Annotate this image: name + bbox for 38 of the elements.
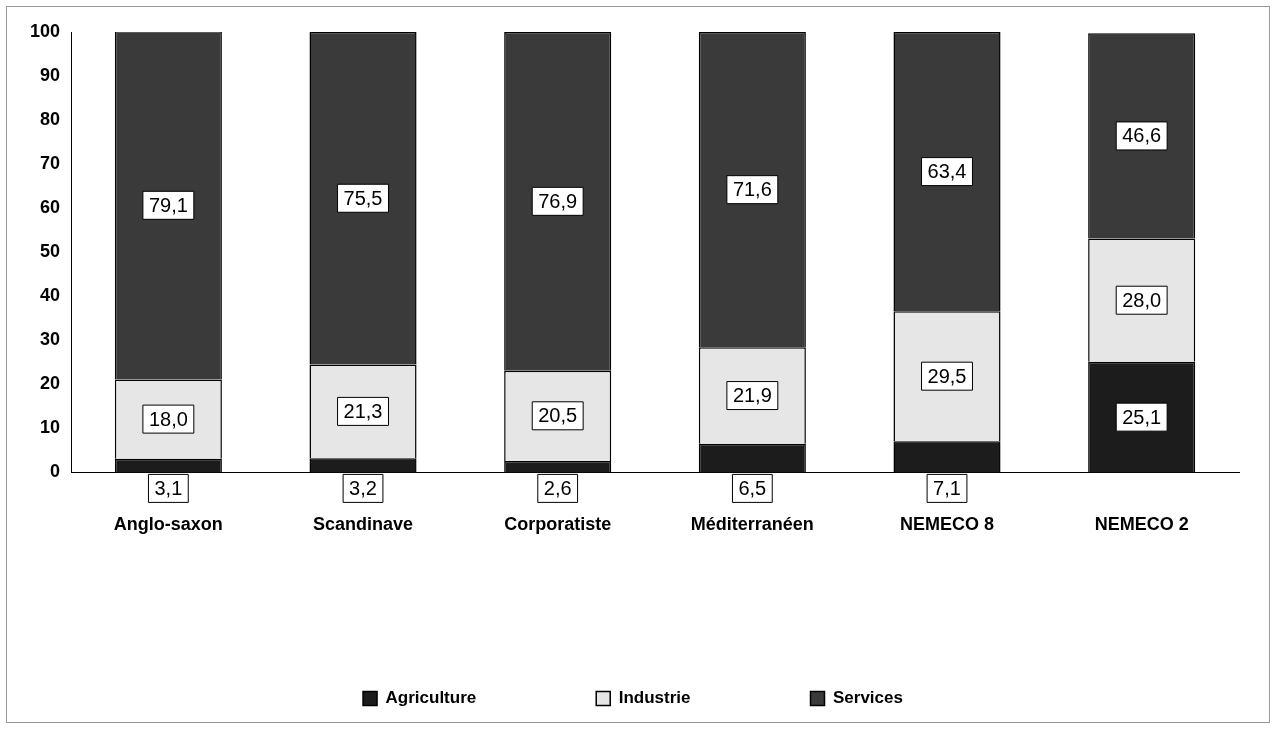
y-tick-label: 40 [40, 285, 61, 306]
y-tick-label: 90 [40, 65, 61, 86]
data-label: 21,3 [343, 399, 383, 422]
y-tick-label: 50 [40, 241, 61, 262]
data-label: 6,5 [738, 476, 767, 499]
x-tick-label: NEMECO 2 [1094, 514, 1189, 535]
data-label: 3,2 [349, 476, 377, 499]
data-label: 76,9 [538, 189, 578, 212]
data-label: 63,4 [927, 160, 967, 183]
x-tick-label: Corporatiste [504, 514, 612, 535]
data-label: 21,9 [732, 384, 772, 407]
x-tick-label: Méditerranéen [690, 514, 814, 535]
data-label: 18,0 [148, 407, 188, 430]
data-label: 71,6 [732, 178, 772, 201]
data-label: 75,5 [343, 186, 383, 209]
x-tick-label: Anglo-saxon [113, 514, 223, 535]
legend-label: Services [833, 688, 903, 708]
x-tick-label: NEMECO 8 [899, 514, 995, 535]
y-tick-label: 20 [40, 373, 61, 394]
y-tick-label: 60 [40, 197, 61, 218]
y-tick-label: 70 [40, 153, 61, 174]
y-tick-label: 100 [29, 20, 61, 41]
data-label: 20,5 [538, 404, 578, 427]
data-label: 46,6 [1122, 124, 1162, 147]
data-label: 7,1 [933, 476, 961, 499]
data-label: 3,1 [154, 476, 183, 499]
y-tick-label: 80 [40, 109, 61, 130]
y-tick-label: 10 [40, 417, 61, 438]
y-tick-label: 30 [40, 329, 61, 350]
legend-label: Agriculture [385, 688, 477, 708]
data-label: 29,5 [927, 364, 967, 387]
data-label: 25,1 [1122, 405, 1162, 428]
x-tick-label: Scandinave [313, 514, 414, 535]
data-label: 2,6 [543, 476, 572, 499]
data-label: 79,1 [148, 193, 188, 216]
y-tick-label: 0 [50, 461, 61, 482]
legend-label: Industrie [618, 688, 691, 708]
data-label: 28,0 [1122, 288, 1162, 311]
